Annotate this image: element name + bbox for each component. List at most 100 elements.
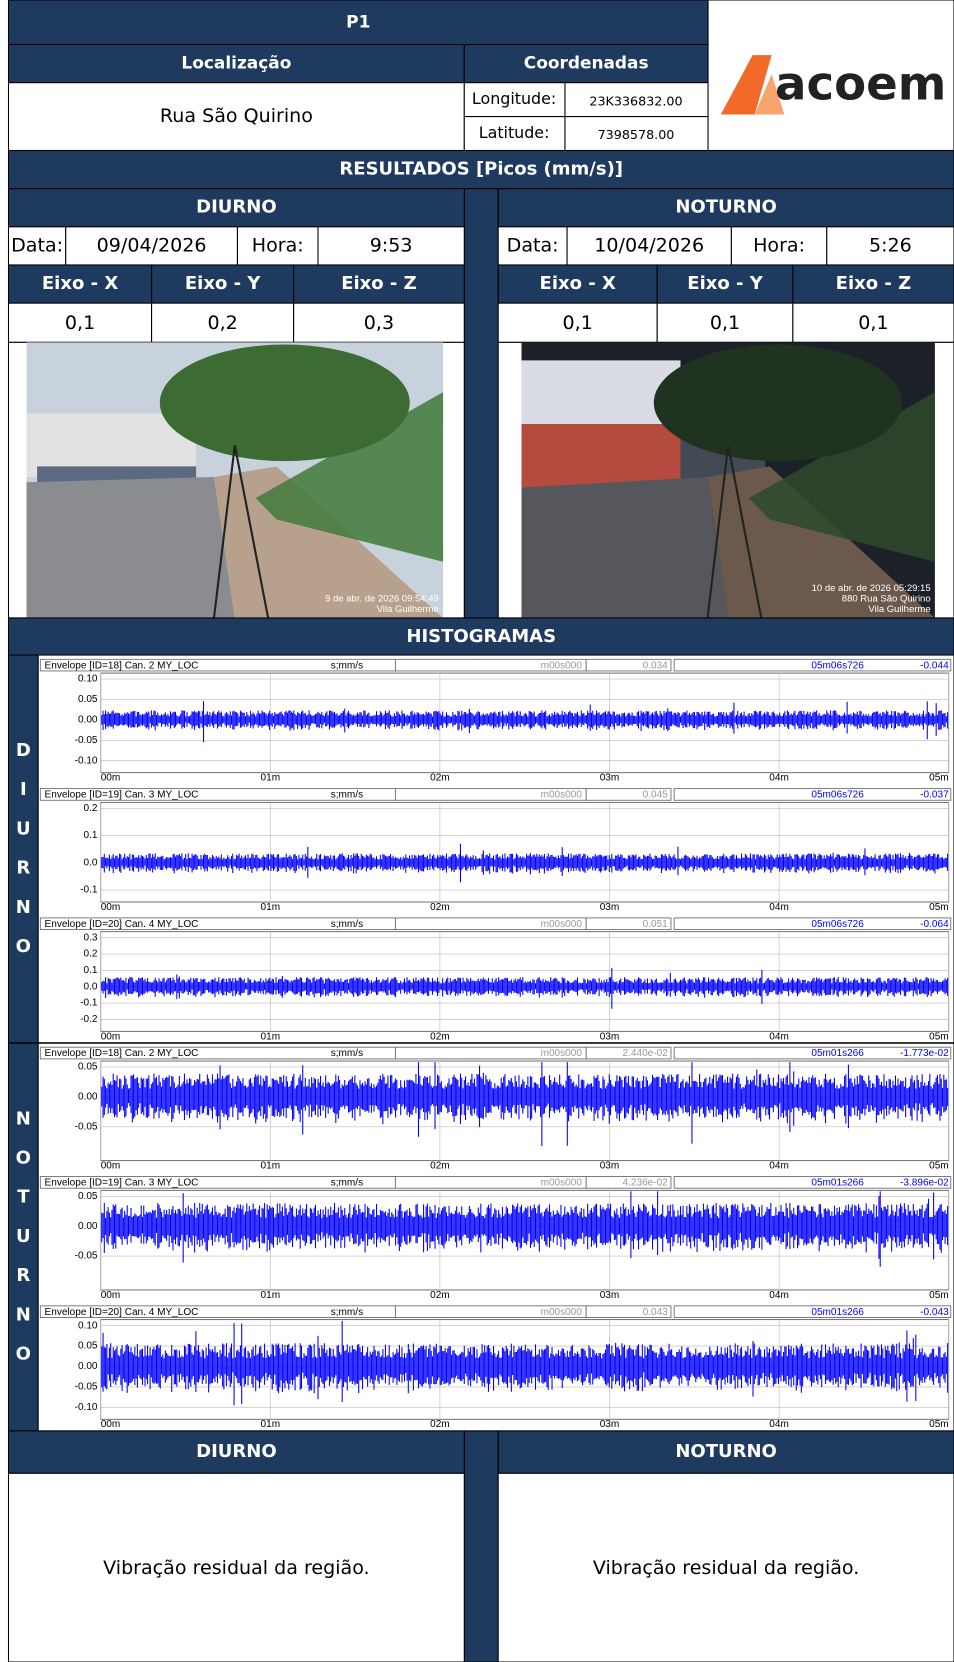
- label: s;mm/s: [331, 919, 363, 930]
- y-tick-label: 0.00: [78, 1092, 98, 1103]
- label: 4.236e-02: [623, 1178, 669, 1189]
- plot-header: Envelope [ID=18] Can. 2 MY_LOC: [45, 1048, 199, 1059]
- label: DIURNO: [196, 197, 276, 218]
- y-tick-label: -0.1: [80, 885, 98, 896]
- label: 05m01s266: [811, 1048, 864, 1059]
- label: 5:26: [869, 234, 912, 256]
- cell: [656, 302, 794, 343]
- photo-part: [748, 392, 935, 562]
- label: 0,1: [65, 312, 95, 334]
- logo: acoem: [775, 56, 946, 110]
- label: Hora:: [252, 234, 304, 256]
- label: 9:53: [370, 234, 413, 256]
- label: -0.044: [920, 660, 949, 671]
- plot-header-box: [673, 917, 952, 930]
- cell: [317, 226, 465, 266]
- x-tick-label: 00m: [101, 902, 121, 913]
- label: 0,1: [858, 312, 888, 334]
- cell: [497, 302, 658, 343]
- y-tick-label: 0.05: [78, 1062, 98, 1073]
- plot-header: Envelope [ID=19] Can. 3 MY_LOC: [45, 1178, 199, 1189]
- divider: [463, 188, 499, 619]
- cell: [826, 226, 954, 266]
- y-tick-label: 0.10: [78, 674, 98, 685]
- label: s;mm/s: [331, 1178, 363, 1189]
- label: 0.045: [643, 790, 669, 801]
- x-tick-label: 00m: [101, 1161, 121, 1172]
- cell: [7, 1430, 465, 1474]
- label: Data:: [507, 234, 559, 256]
- label: -1.773e-02: [900, 1048, 949, 1059]
- plot-header-box: [585, 658, 672, 672]
- x-tick-label: 00m: [101, 773, 121, 784]
- label: 7398578.00: [598, 127, 675, 142]
- plot-header-box: [673, 1305, 952, 1318]
- label: -0.043: [920, 1307, 949, 1318]
- section-title: HISTOGRAMAS: [406, 626, 556, 647]
- y-tick-label: 0.1: [84, 965, 98, 976]
- label: -0.064: [920, 919, 949, 930]
- cell: [65, 226, 238, 266]
- waveform: [101, 1191, 949, 1267]
- label: s;mm/s: [331, 1048, 363, 1059]
- cell: [497, 264, 658, 304]
- cell: [497, 188, 954, 228]
- x-tick-label: 05m: [929, 902, 949, 913]
- x-tick-label: 04m: [769, 902, 789, 913]
- cell: [7, 188, 465, 228]
- cell: [730, 226, 828, 266]
- y-tick-label: -0.1: [80, 998, 98, 1009]
- x-tick-label: 03m: [600, 1290, 620, 1301]
- label: 05m01s266: [811, 1178, 864, 1189]
- label: m00s000: [541, 1307, 583, 1318]
- cell: [236, 226, 319, 266]
- x-tick-label: 04m: [769, 1290, 789, 1301]
- cell: [7, 1472, 465, 1662]
- photo-part: [521, 423, 681, 488]
- label: Longitude:: [472, 89, 556, 108]
- section-title: RESULTADOS [Picos (mm/s)]: [339, 159, 623, 180]
- plot-header-box: [585, 917, 672, 930]
- x-tick-label: 02m: [430, 1290, 450, 1301]
- plot-header-box: [673, 1176, 952, 1189]
- x-tick-label: 03m: [600, 773, 620, 784]
- plot-area: [100, 801, 950, 903]
- y-tick-label: 0.3: [84, 932, 98, 943]
- cell: [151, 264, 295, 304]
- y-tick-label: 0.00: [78, 715, 98, 726]
- cell: [792, 264, 954, 304]
- label: Eixo - X: [42, 273, 118, 294]
- label: m00s000: [541, 660, 583, 671]
- x-tick-label: 00m: [101, 1031, 121, 1042]
- photo-caption: Vila Guilherme: [868, 604, 930, 615]
- y-tick-label: 0.1: [84, 830, 98, 841]
- plot-header-box: [585, 1305, 672, 1318]
- label: 05m01s266: [811, 1307, 864, 1318]
- photo-part: [159, 344, 410, 462]
- label: s;mm/s: [331, 1307, 363, 1318]
- x-tick-label: 00m: [101, 1290, 121, 1301]
- cell: [463, 116, 566, 152]
- y-tick-label: -0.05: [75, 1382, 98, 1393]
- label: 10/04/2026: [594, 234, 704, 256]
- label: 2.440e-02: [623, 1048, 669, 1059]
- photo-part: [521, 476, 729, 618]
- x-tick-label: 05m: [929, 1161, 949, 1172]
- y-tick-label: -0.10: [75, 1402, 98, 1413]
- x-tick-label: 01m: [261, 773, 281, 784]
- cell: [564, 82, 709, 118]
- cell: [7, 82, 465, 152]
- x-tick-label: 01m: [261, 1161, 281, 1172]
- plot-header-box: [673, 1046, 952, 1060]
- logo-mark: [754, 74, 785, 115]
- photo-caption: 10 de abr. de 2026 05:29:15: [812, 583, 931, 594]
- cell: [7, 0, 709, 46]
- label: 05m06s726: [811, 660, 864, 671]
- photo-part: [233, 444, 270, 619]
- y-tick-label: 0.0: [84, 981, 98, 992]
- x-tick-label: 01m: [261, 902, 281, 913]
- x-tick-label: 05m: [929, 1031, 949, 1042]
- label: 0,1: [563, 312, 593, 334]
- label: 05m06s726: [811, 790, 864, 801]
